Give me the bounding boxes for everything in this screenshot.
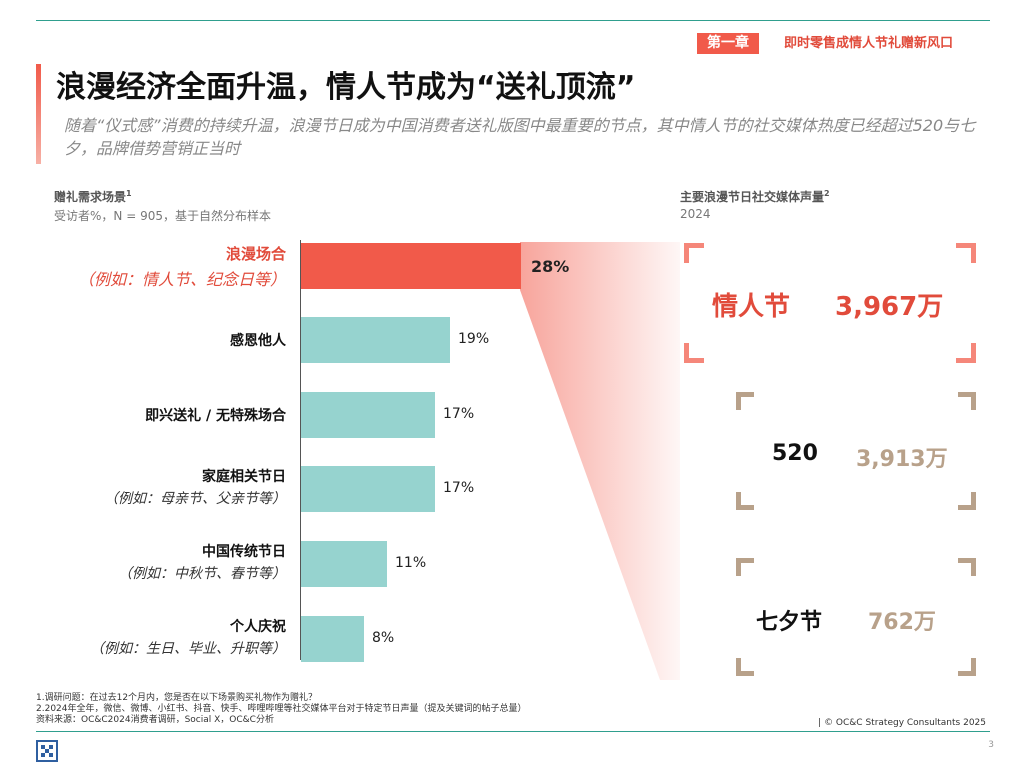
qixi-box <box>736 558 976 676</box>
category-label: 家庭相关节日 （例如：母亲节、父亲节等） <box>104 466 286 508</box>
chart-header: 赠礼需求场景1 受访者%，N = 905，基于自然分布样本 <box>54 188 271 224</box>
page-title: 浪漫经济全面升温，情人节成为“送礼顶流” <box>56 70 636 105</box>
chart-subtitle: 受访者%，N = 905，基于自然分布样本 <box>54 209 271 223</box>
festival-value-520: 3,913万 <box>856 447 948 472</box>
footnote-source: 资料来源：OC&C2024消费者调研，Social X，OC&C分析 <box>36 715 274 725</box>
category-label: 即兴送礼 / 无特殊场合 <box>145 405 286 425</box>
bottom-rule <box>36 731 990 732</box>
bracket-corner <box>736 392 754 410</box>
bracket-corner <box>684 343 704 363</box>
footnote-1: 1.调研问题：在过去12个月内，您是否在以下场景购买礼物作为赠礼？ <box>36 693 318 703</box>
category-name: 中国传统节日 <box>202 544 286 560</box>
bar-4 <box>301 541 387 587</box>
category-name: 浪漫场合 <box>225 245 286 263</box>
category-example: （例如：生日、毕业、升职等） <box>90 641 286 657</box>
festival-name-qixi: 七夕节 <box>756 610 823 635</box>
bar-2 <box>301 392 435 438</box>
chart-axis <box>300 240 301 660</box>
category-example: （例如：中秋节、春节等） <box>118 566 286 582</box>
bracket-corner <box>958 492 976 510</box>
social-year: 2024 <box>680 207 711 221</box>
festival-value-valentines: 3,967万 <box>835 292 944 322</box>
bracket-corner <box>736 658 754 676</box>
bracket-corner <box>736 558 754 576</box>
chart-title: 赠礼需求场景1 <box>54 189 132 204</box>
bracket-corner <box>956 343 976 363</box>
bracket-corner <box>958 558 976 576</box>
category-label: 中国传统节日 （例如：中秋节、春节等） <box>118 541 286 583</box>
bar-1 <box>301 317 450 363</box>
chapter-title: 即时零售成情人节礼赠新风口 <box>784 36 954 51</box>
page-number: 3 <box>988 740 994 750</box>
festival-name-valentines: 情人节 <box>712 292 791 322</box>
copyright: | © OC&C Strategy Consultants 2025 <box>818 718 986 728</box>
valentines-box <box>684 243 976 363</box>
bar-value-label: 28% <box>531 257 570 276</box>
category-name: 个人庆祝 <box>230 619 286 635</box>
festival-name-520: 520 <box>772 441 818 466</box>
bar-value-label: 19% <box>458 331 490 347</box>
category-name: 即兴送礼 / 无特殊场合 <box>145 408 286 424</box>
bracket-corner <box>956 243 976 263</box>
social-title: 主要浪漫节日社交媒体声量2 <box>680 189 830 204</box>
category-name: 感恩他人 <box>230 333 286 349</box>
top-rule <box>36 20 990 21</box>
title-accent-bar <box>36 64 41 164</box>
category-label: 感恩他人 <box>230 330 286 350</box>
chapter-tag: 第一章 <box>697 33 759 54</box>
bracket-corner <box>958 392 976 410</box>
bracket-corner <box>958 658 976 676</box>
bar-5 <box>301 616 364 662</box>
social-header: 主要浪漫节日社交媒体声量2 2024 <box>680 188 830 221</box>
bar-3 <box>301 466 435 512</box>
category-example: （例如：情人节、纪念日等） <box>77 270 286 289</box>
page-subtitle: 随着“仪式感”消费的持续升温，浪漫节日成为中国消费者送礼版图中最重要的节点，其中… <box>64 116 976 158</box>
bar-0 <box>301 243 521 289</box>
category-example: （例如：母亲节、父亲节等） <box>104 491 286 507</box>
bar-value-label: 11% <box>395 555 427 571</box>
bracket-corner <box>684 243 704 263</box>
footnote-2: 2.2024年全年，微信、微博、小红书、抖音、快手、哔哩哔哩等社交媒体平台对于特… <box>36 704 527 714</box>
category-label: 浪漫场合 （例如：情人节、纪念日等） <box>78 243 286 290</box>
bar-value-label: 17% <box>443 480 475 496</box>
category-name: 家庭相关节日 <box>202 469 286 485</box>
highlight-funnel <box>520 242 680 680</box>
festival-value-qixi: 762万 <box>868 610 936 635</box>
bracket-corner <box>736 492 754 510</box>
bar-value-label: 17% <box>443 406 475 422</box>
520-box <box>736 392 976 510</box>
category-label: 个人庆祝 （例如：生日、毕业、升职等） <box>90 616 286 658</box>
occ-logo-icon <box>36 740 58 762</box>
bar-value-label: 8% <box>372 630 395 646</box>
footnotes: 1.调研问题：在过去12个月内，您是否在以下场景购买礼物作为赠礼？ 2.2024… <box>36 693 527 726</box>
